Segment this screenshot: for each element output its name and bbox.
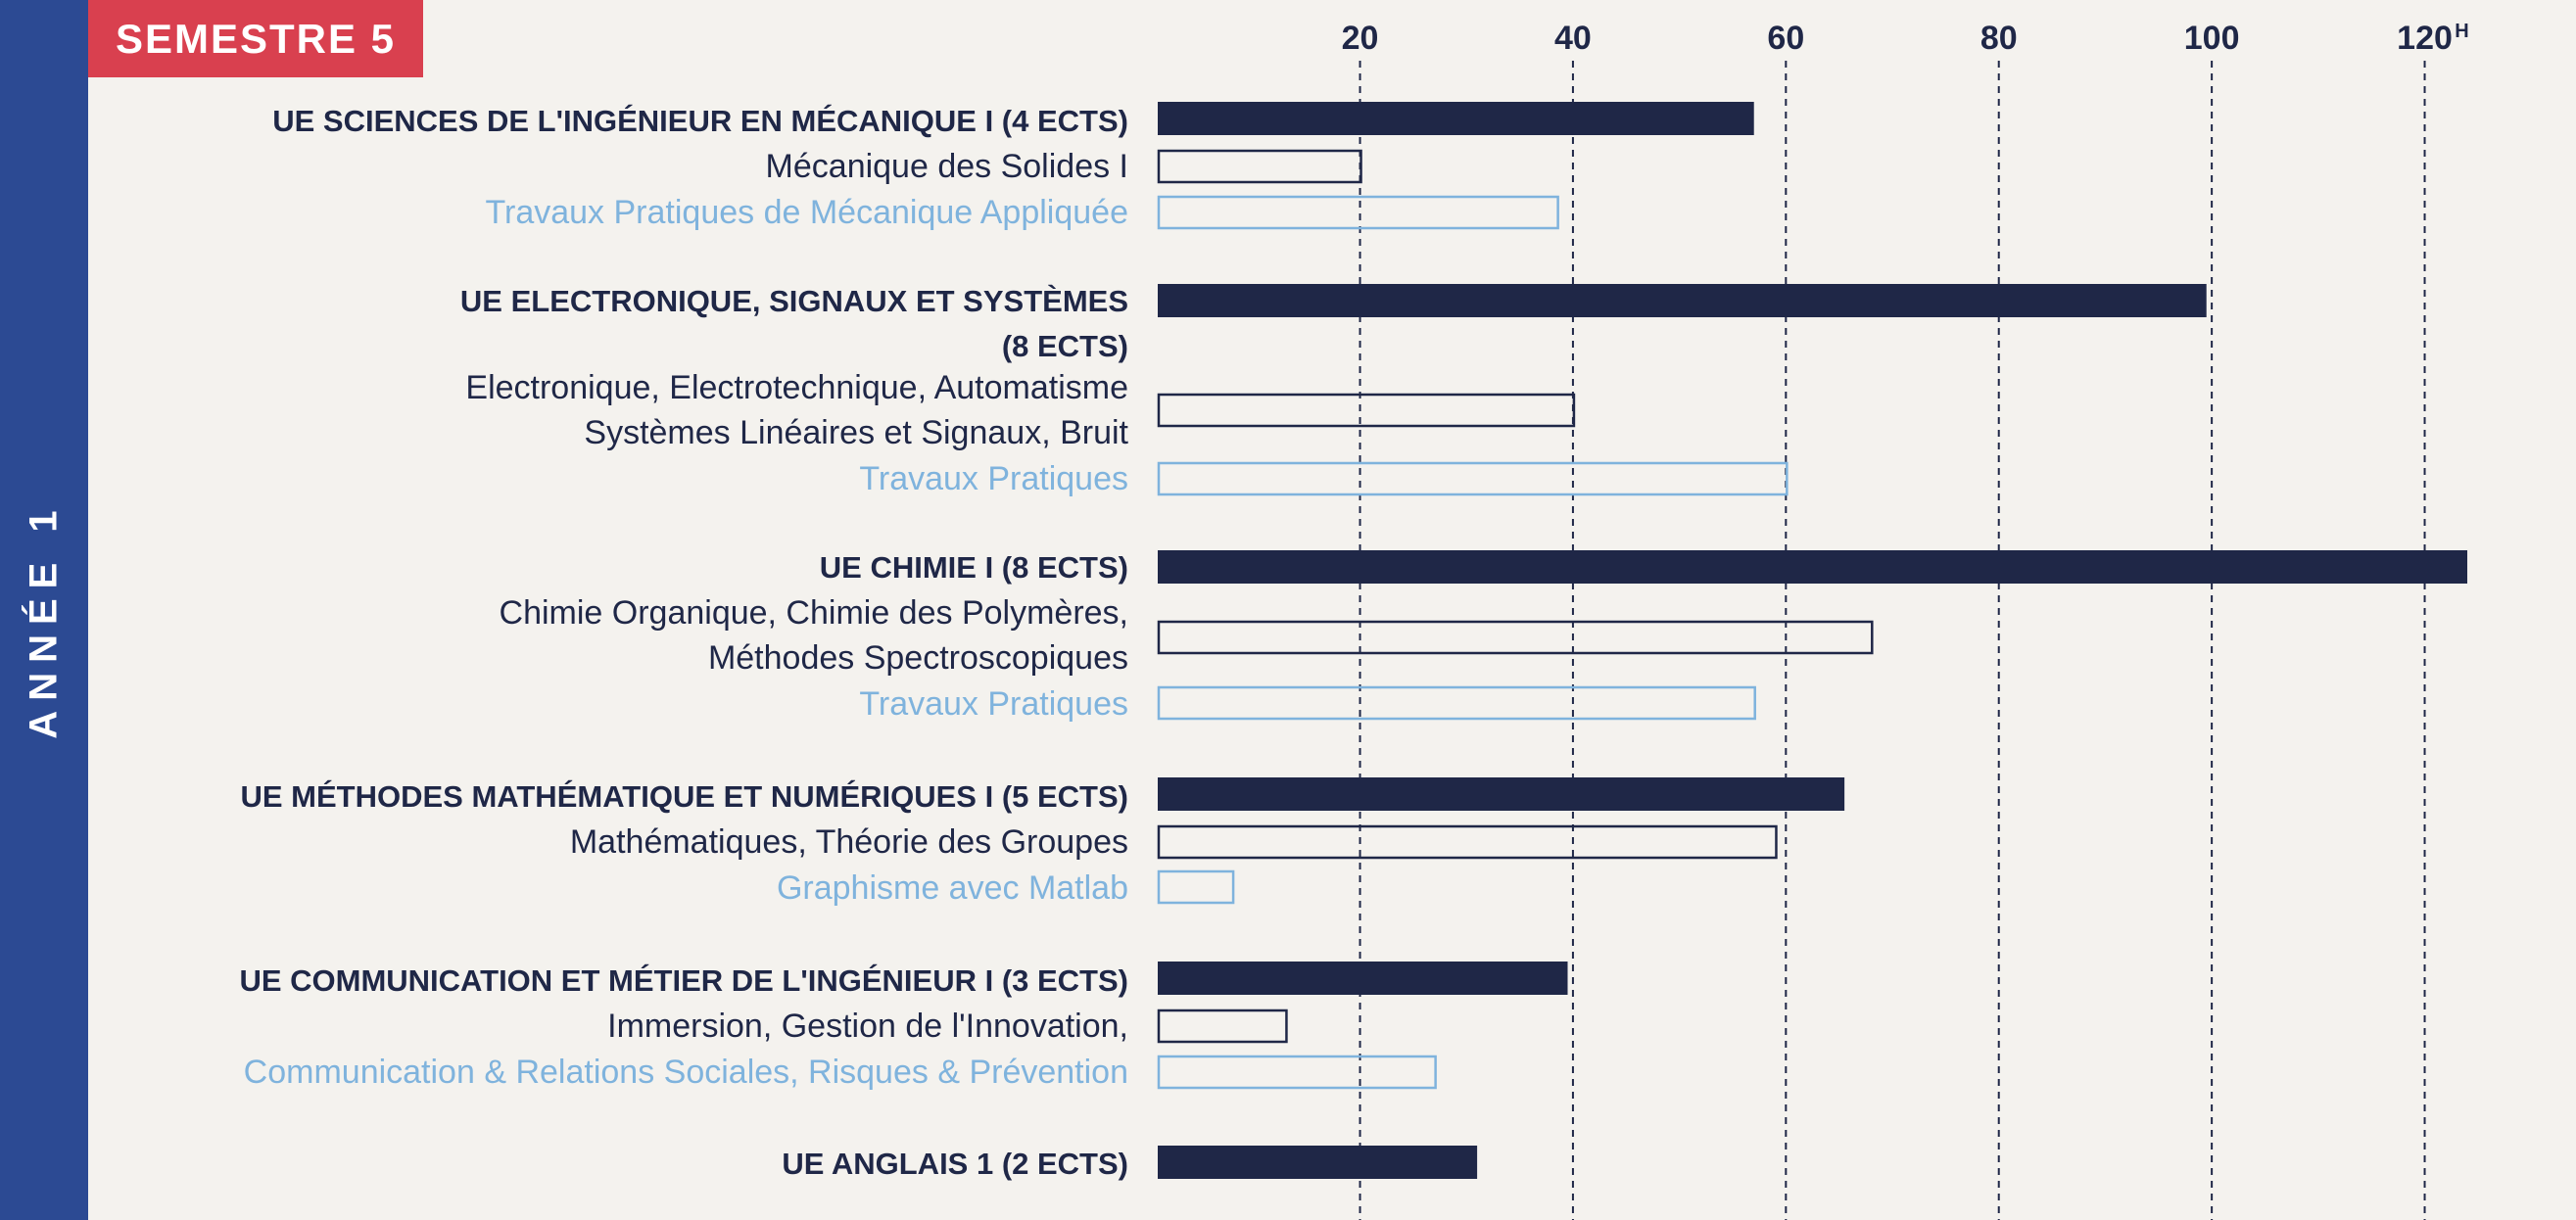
ue-label: UE ELECTRONIQUE, SIGNAUX ET SYSTÈMES — [460, 284, 1128, 318]
course-bar — [1157, 1009, 1288, 1044]
ue-label: UE COMMUNICATION ET MÉTIER DE L'INGÉNIEU… — [239, 963, 1128, 998]
semester-badge: SEMESTRE 5 — [88, 0, 423, 77]
x-axis-unit: H — [2455, 21, 2468, 42]
x-tick-label: 40 — [1554, 20, 1592, 57]
tp-bar — [1157, 461, 1789, 496]
ue-bar — [1158, 777, 1845, 811]
x-tick-label: 120 — [2397, 20, 2453, 57]
course-label: Chimie Organique, Chimie des Polymères, — [500, 594, 1128, 632]
tp-label: Travaux Pratiques de Mécanique Appliquée — [486, 194, 1129, 231]
course-label: Mathématiques, Théorie des Groupes — [570, 823, 1128, 861]
course-bar — [1157, 824, 1778, 860]
tp-bar — [1157, 869, 1235, 905]
x-tick-label: 80 — [1980, 20, 2018, 57]
tp-label: Communication & Relations Sociales, Risq… — [244, 1054, 1128, 1091]
x-tick-label: 60 — [1767, 20, 1804, 57]
tp-bar — [1157, 1055, 1437, 1090]
ue-bar — [1158, 102, 1754, 135]
year-sidebar: ANNÉE 1 — [0, 0, 88, 1220]
ue-bar — [1158, 550, 2468, 584]
course-label: Systèmes Linéaires et Signaux, Bruit — [584, 414, 1128, 451]
course-label: Mécanique des Solides I — [766, 148, 1128, 185]
tp-label: Travaux Pratiques — [859, 460, 1128, 497]
tp-bar — [1157, 195, 1559, 230]
ue-bar — [1158, 962, 1568, 995]
ue-label: UE ANGLAIS 1 (2 ECTS) — [782, 1147, 1128, 1181]
x-tick-label: 20 — [1342, 20, 1379, 57]
course-bar — [1157, 149, 1362, 184]
course-label: Immersion, Gestion de l'Innovation, — [607, 1008, 1128, 1045]
course-label: Méthodes Spectroscopiques — [708, 639, 1128, 677]
tp-bar — [1157, 685, 1756, 721]
ue-label: (8 ECTS) — [1002, 329, 1128, 363]
ue-bar — [1158, 284, 2207, 317]
ue-label: UE SCIENCES DE L'INGÉNIEUR EN MÉCANIQUE … — [272, 104, 1128, 138]
course-bar — [1157, 620, 1874, 655]
tp-label: Travaux Pratiques — [859, 685, 1128, 723]
course-bar — [1157, 393, 1576, 428]
course-label: Electronique, Electrotechnique, Automati… — [465, 369, 1128, 406]
x-tick-label: 100 — [2184, 20, 2240, 57]
tp-label: Graphisme avec Matlab — [777, 869, 1128, 907]
ue-label: UE CHIMIE I (8 ECTS) — [820, 550, 1128, 585]
ue-label: UE MÉTHODES MATHÉMATIQUE ET NUMÉRIQUES I… — [241, 779, 1129, 814]
ue-bar — [1158, 1146, 1478, 1179]
